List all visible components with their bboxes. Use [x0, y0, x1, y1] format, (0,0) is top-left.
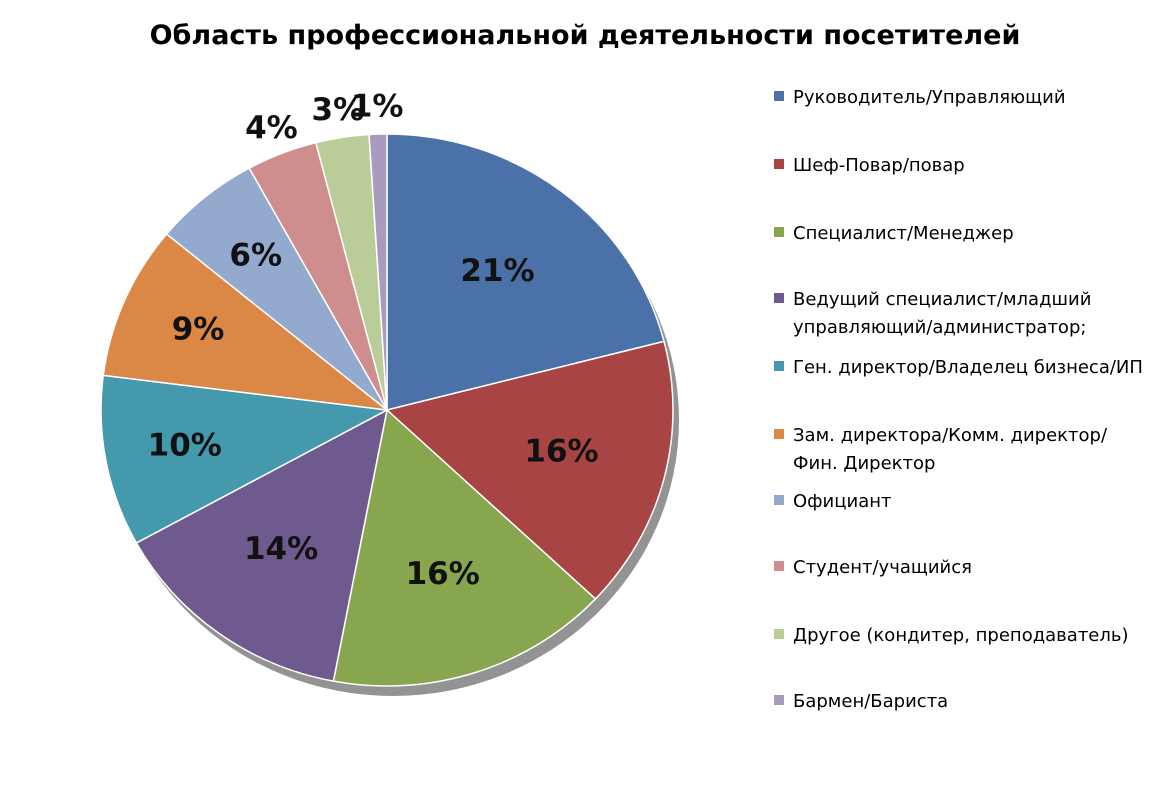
pie-slice-4: [135, 408, 389, 682]
pie-slice-6: [102, 233, 390, 412]
chart-title: Область профессиональной деятельности по…: [149, 20, 1021, 51]
legend-item-3: Специалист/Менеджер: [774, 220, 1148, 248]
pie-slice-label-1: 21%: [460, 253, 534, 289]
pie-slice-label-3: 16%: [406, 556, 480, 592]
pie-slice-label-6: 9%: [172, 312, 225, 348]
legend-swatch-10: [774, 695, 784, 705]
legend-label-9: Другое (кондитер, преподаватель): [793, 625, 1129, 646]
pie-slice-label-8: 4%: [245, 110, 298, 146]
pie-slice-3: [332, 408, 597, 687]
pie-slice-1: [386, 133, 665, 411]
pie-slices: [100, 133, 674, 687]
legend-item-7: Официант: [774, 488, 1148, 516]
legend-swatch-6: [774, 429, 784, 439]
legend-swatch-7: [774, 495, 784, 505]
pie-slice-label-7: 6%: [229, 237, 282, 273]
legend-label-5: Ген. директор/Владелец бизнеса/ИП: [793, 357, 1143, 378]
legend-item-5: Ген. директор/Владелец бизнеса/ИП: [774, 354, 1148, 382]
legend-item-1: Руководитель/Управляющий: [774, 84, 1148, 112]
pie-slice-label-9: 3%: [312, 92, 365, 128]
pie-slice-label-10: 1%: [351, 89, 404, 125]
legend-swatch-5: [774, 361, 784, 371]
pie-labels: 21% 16% 16% 14% 10% 9% 6% 4% 3%1%: [148, 89, 599, 592]
legend-label-10: Бармен/Бариста: [793, 691, 949, 712]
legend-item-2: Шеф-Повар/повар: [774, 152, 1148, 180]
legend-label-3: Специалист/Менеджер: [793, 223, 1014, 244]
legend-label-7: Официант: [793, 491, 892, 512]
legend-swatch-8: [774, 561, 784, 571]
legend-label-6: Зам. директора/Комм. директор/Фин. Дирек…: [793, 425, 1108, 474]
legend-item-9: Другое (кондитер, преподаватель): [774, 622, 1148, 650]
legend-label-2: Шеф-Повар/повар: [793, 155, 965, 176]
legend-item-4: Ведущий специалист/младший управляющий/а…: [774, 286, 1148, 342]
pie-slice-10: [368, 133, 388, 411]
legend-item-10: Бармен/Бариста: [774, 688, 1148, 716]
pie-slice-label-2: 16%: [524, 434, 598, 470]
legend-label-8: Студент/учащийся: [793, 557, 972, 578]
pie-slice-label-4: 14%: [244, 531, 318, 567]
legend-item-8: Студент/учащийся: [774, 554, 1148, 582]
legend-swatch-4: [774, 293, 784, 303]
legend-label-1: Руководитель/Управляющий: [793, 87, 1066, 108]
pie-slice-2: [385, 340, 674, 600]
legend-item-6: Зам. директора/Комм. директор/Фин. Дирек…: [774, 422, 1148, 478]
legend-swatch-9: [774, 629, 784, 639]
pie-slice-5: [100, 374, 390, 544]
legend-swatch-3: [774, 227, 784, 237]
pie-slice-label-5: 10%: [148, 428, 222, 464]
legend-swatch-1: [774, 91, 784, 101]
legend-label-4: Ведущий специалист/младший управляющий/а…: [793, 289, 1092, 338]
legend-swatch-2: [774, 159, 784, 169]
